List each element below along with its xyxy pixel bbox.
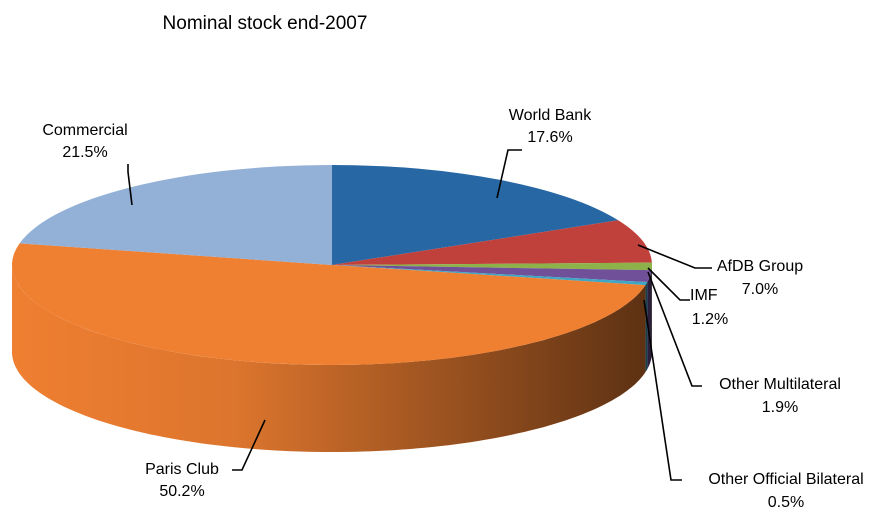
- leader-line: [496, 149, 522, 199]
- category-label: World Bank: [509, 107, 592, 124]
- value-label: 7.0%: [742, 281, 778, 298]
- category-label: Other Official Bilateral: [708, 471, 863, 488]
- slice: [332, 262, 653, 271]
- category-label: Commercial: [42, 122, 127, 139]
- value-label: 0.5%: [768, 494, 804, 511]
- leader-line: [647, 267, 690, 301]
- category-label: Paris Club: [145, 461, 219, 478]
- value-label: 50.2%: [159, 483, 204, 500]
- slice: [332, 265, 648, 286]
- slice: [19, 165, 333, 265]
- leader-line: [647, 271, 702, 387]
- slice: [332, 165, 619, 265]
- leader-line: [637, 244, 712, 269]
- category-label: IMF: [690, 287, 718, 304]
- leader-line: [127, 164, 133, 206]
- value-label: 1.2%: [692, 311, 728, 328]
- labels: World Bank 17.6% AfDB Group 7.0% IMF 1.2% Othe…: [42, 107, 863, 511]
- category-label: Other Multilateral: [719, 376, 841, 393]
- pie: [11, 165, 653, 452]
- value-label: 21.5%: [62, 144, 107, 161]
- value-label: 17.6%: [527, 129, 572, 146]
- side-shade: [647, 270, 652, 370]
- side-shade: [645, 282, 648, 373]
- slice: [332, 220, 652, 265]
- leader-line: [643, 299, 682, 481]
- value-label: 1.9%: [762, 399, 798, 416]
- slice: [11, 243, 646, 366]
- leader-line: [232, 419, 266, 471]
- chart-title: Nominal stock end-2007: [163, 13, 368, 34]
- slice: [332, 265, 652, 283]
- side-shade: [12, 265, 646, 452]
- category-label: AfDB Group: [717, 258, 803, 275]
